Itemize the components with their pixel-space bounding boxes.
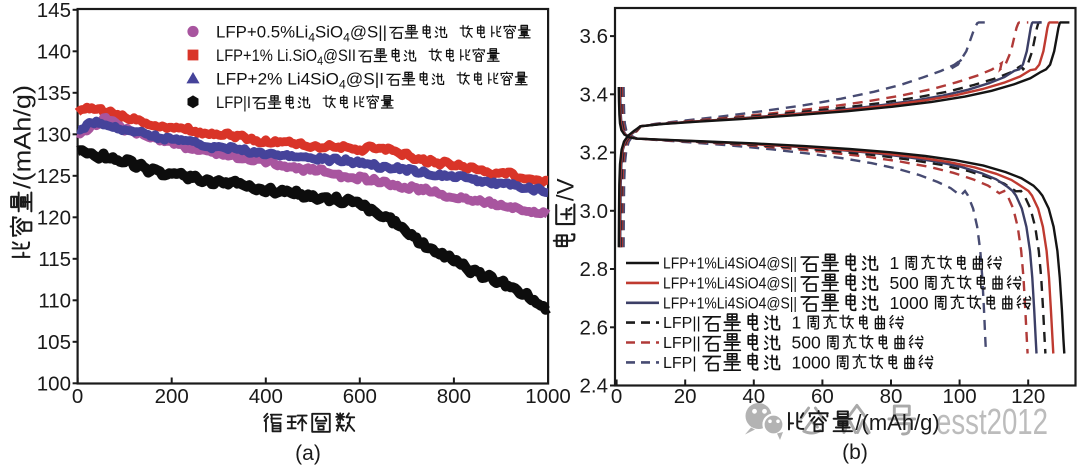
svg-text:600: 600 (343, 385, 377, 408)
svg-text:120: 120 (1011, 385, 1045, 408)
svg-text:LFP+1%Li4SiO4@S||: LFP+1%Li4SiO4@S|| (663, 256, 797, 273)
svg-text:145: 145 (37, 0, 71, 22)
svg-text:140: 140 (37, 40, 71, 63)
svg-text:(b): (b) (842, 441, 868, 464)
svg-text:125: 125 (37, 165, 71, 188)
svg-text:80: 80 (880, 385, 903, 408)
svg-text:130: 130 (37, 123, 71, 146)
svg-text:500: 500 (792, 333, 821, 353)
svg-text:LFP||: LFP|| (663, 315, 701, 332)
svg-text:800: 800 (437, 385, 471, 408)
svg-text:3.4: 3.4 (580, 83, 609, 106)
svg-text:3.2: 3.2 (580, 142, 609, 165)
svg-text:0: 0 (611, 385, 622, 408)
svg-text:1: 1 (792, 313, 802, 333)
svg-text:3.0: 3.0 (580, 200, 609, 223)
svg-text:105: 105 (37, 331, 71, 354)
svg-text:110: 110 (38, 289, 71, 312)
svg-text:40: 40 (742, 385, 765, 408)
svg-text:LFP|I: LFP|I (216, 94, 251, 112)
svg-text:1: 1 (890, 253, 900, 273)
svg-text:LFP+2% Li4SiO4@S|I: LFP+2% Li4SiO 4@S|I (216, 70, 384, 91)
svg-text:500: 500 (890, 273, 919, 293)
svg-text:(a): (a) (295, 442, 321, 465)
svg-text:115: 115 (38, 248, 71, 271)
svg-text:1000: 1000 (890, 293, 929, 313)
svg-text:1000: 1000 (525, 385, 571, 408)
svg-text:LFP+0.5%Li4SiO4@S||: LFP+0.5%Li 4SiO4@S|| (216, 24, 387, 45)
svg-text:0: 0 (72, 385, 83, 408)
svg-text:LFP+1% Li.SiO4@SII: LFP+1% Li.SiO4@SII (216, 47, 356, 68)
svg-text:20: 20 (674, 385, 697, 408)
svg-text:LFP|: LFP| (663, 355, 697, 372)
svg-text:3.6: 3.6 (580, 25, 609, 48)
svg-text:100: 100 (37, 372, 71, 395)
svg-text:LFP||: LFP|| (663, 335, 701, 352)
svg-text:esst2012: esst2012 (936, 401, 1048, 442)
svg-text:200: 200 (155, 385, 189, 408)
svg-text:2.6: 2.6 (580, 316, 609, 339)
svg-text:/V: /V (553, 178, 580, 201)
svg-text:LFP+1%Li4SiO4@S||: LFP+1%Li4SiO4@S|| (663, 275, 797, 292)
svg-text:2.4: 2.4 (580, 375, 609, 398)
svg-text:1000: 1000 (792, 352, 831, 372)
svg-text:/(mAh/g): /(mAh/g) (855, 410, 939, 435)
svg-text:400: 400 (249, 385, 283, 408)
svg-text:2.8: 2.8 (580, 258, 609, 281)
svg-text:100: 100 (942, 385, 976, 408)
svg-text:LFP+1%Li4SiO4@S||: LFP+1%Li4SiO4@S|| (663, 295, 797, 312)
svg-text:/(mAh/g): /(mAh/g) (10, 85, 37, 189)
svg-text:135: 135 (37, 82, 71, 105)
svg-text:60: 60 (811, 385, 834, 408)
svg-text:120: 120 (37, 206, 71, 229)
